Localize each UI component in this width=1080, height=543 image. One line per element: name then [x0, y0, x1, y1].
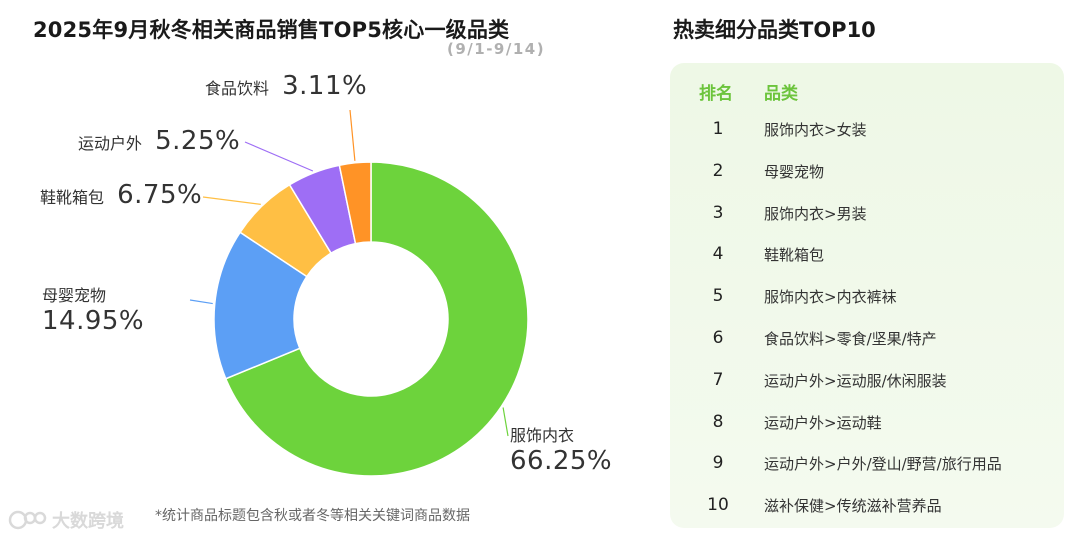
slice-label-shoes-bags: 鞋靴箱包 6.75% [40, 180, 202, 210]
leader-line [349, 109, 356, 161]
ranking-rank: 10 [707, 495, 729, 516]
ranking-header-rank: 排名 [699, 84, 733, 104]
ranking-row: 9 运动户外>户外/登山/野营/旅行用品 [670, 453, 1064, 477]
leader-line [189, 299, 213, 305]
slice-label-sports: 运动户外 5.25% [78, 126, 240, 156]
ranking-row: 7 运动户外>运动服/休闲服装 [670, 370, 1064, 394]
chart-title: 2025年9月秋冬相关商品销售TOP5核心一级品类 [33, 18, 510, 42]
leader-line [244, 141, 314, 172]
ranking-category: 运动户外>运动鞋 [764, 413, 882, 432]
slice-label-value: 6.75% [117, 180, 203, 210]
watermark-logo-icon [8, 510, 47, 530]
ranking-category: 运动户外>运动服/休闲服装 [764, 371, 947, 390]
ranking-row: 10 滋补保健>传统滋补营养品 [670, 495, 1064, 519]
ranking-category: 母婴宠物 [764, 162, 825, 181]
ranking-table: 排名 品类 1 服饰内衣>女装 2 母婴宠物 3 服饰内衣>男装 4 鞋靴箱包 5 服饰内衣>内衣… [670, 63, 1064, 528]
slice-label-name: 母婴宠物 [42, 286, 107, 305]
slice-label-value: 5.25% [155, 126, 241, 156]
ranking-row: 8 运动户外>运动鞋 [670, 412, 1064, 436]
slice-label-value: 3.11% [282, 71, 368, 101]
slice-label-name: 食品饮料 [205, 79, 270, 98]
ranking-category: 食品饮料>零食/坚果/特产 [764, 330, 937, 348]
ranking-row: 5 服饰内衣>内衣裤袜 [670, 286, 1064, 310]
ranking-rank: 7 [712, 369, 724, 390]
ranking-category: 鞋靴箱包 [764, 246, 825, 265]
chart-subtitle: (9/1-9/14) [447, 40, 546, 58]
ranking-rank: 9 [712, 453, 724, 474]
watermark-text: 大数跨境 [52, 511, 124, 532]
ranking-rank: 4 [712, 244, 724, 265]
ranking-row: 6 食品饮料>零食/坚果/特产 [670, 328, 1064, 352]
slice-label-food: 食品饮料 3.11% [205, 71, 367, 101]
ranking-category: 服饰内衣>男装 [764, 204, 867, 223]
ranking-rank: 2 [712, 160, 724, 181]
slice-label-clothing: 服饰内衣 66.25% [510, 422, 612, 476]
ranking-rank: 8 [712, 411, 724, 432]
ranking-row: 2 母婴宠物 [670, 161, 1064, 185]
ranking-header-category: 品类 [764, 84, 798, 104]
donut-chart [189, 109, 529, 477]
leader-line [502, 407, 509, 437]
donut-slice [224, 161, 529, 477]
footnote: *统计商品标题包含秋或者冬等相关关键词商品数据 [155, 508, 470, 524]
ranking-row: 3 服饰内衣>男装 [670, 203, 1064, 227]
leader-line [202, 196, 261, 205]
donut-slice [338, 161, 372, 245]
ranking-row: 4 鞋靴箱包 [670, 244, 1064, 268]
ranking-header: 排名 品类 [670, 79, 1064, 104]
slice-label-value: 66.25% [510, 446, 613, 476]
slice-label-name: 鞋靴箱包 [40, 188, 105, 207]
ranking-rank: 3 [712, 202, 724, 223]
slice-label-baby-pet: 母婴宠物 14.95% [42, 282, 144, 336]
ranking-row: 1 服饰内衣>女装 [670, 119, 1064, 143]
ranking-rank: 1 [712, 119, 724, 139]
ranking-category: 服饰内衣>女装 [764, 121, 867, 139]
ranking-rank: 5 [712, 286, 724, 307]
slice-label-value: 14.95% [42, 306, 145, 336]
slice-label-name: 运动户外 [78, 134, 143, 153]
watermark: 大数跨境 [8, 507, 124, 533]
ranking-title: 热卖细分品类TOP10 [673, 18, 876, 42]
slice-label-name: 服饰内衣 [510, 426, 575, 445]
ranking-rank: 6 [712, 328, 724, 348]
ranking-category: 服饰内衣>内衣裤袜 [764, 288, 897, 307]
ranking-category: 运动户外>户外/登山/野营/旅行用品 [764, 455, 1002, 474]
ranking-category: 滋补保健>传统滋补营养品 [764, 497, 942, 516]
